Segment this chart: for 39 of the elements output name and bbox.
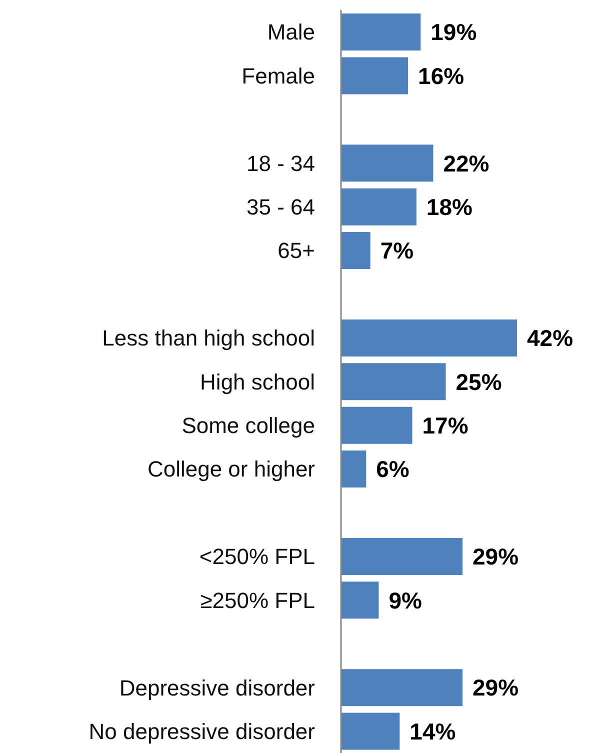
data-label: 6% — [376, 456, 410, 482]
y-tick-label: No depressive disorder — [88, 718, 315, 744]
bar — [341, 363, 446, 400]
data-label: 14% — [410, 718, 456, 744]
bar — [341, 57, 408, 94]
y-tick-label: Depressive disorder — [119, 675, 315, 700]
bar — [341, 232, 370, 270]
data-label: 9% — [388, 587, 422, 614]
y-tick-label: Some college — [182, 413, 315, 438]
y-tick-label: <250% FPL — [199, 544, 315, 570]
bar — [341, 712, 400, 750]
y-tick-label: College or higher — [147, 456, 315, 482]
data-label: 22% — [443, 150, 490, 176]
y-tick-label: High school — [200, 369, 315, 394]
data-label: 18% — [426, 194, 472, 220]
bar — [341, 144, 434, 182]
data-label: 42% — [527, 325, 574, 352]
data-label: 16% — [418, 62, 464, 89]
bar — [341, 538, 463, 575]
y-tick-label: 35 - 64 — [246, 194, 315, 220]
data-label: 25% — [456, 368, 502, 395]
bar — [341, 406, 412, 444]
data-label: 29% — [472, 544, 519, 570]
y-tick-label: ≥250% FPL — [200, 588, 315, 613]
y-tick-label: Female — [242, 63, 315, 88]
data-label: 7% — [380, 238, 414, 264]
y-tick-label: 65+ — [278, 238, 315, 264]
y-tick-label: Less than high school — [102, 326, 315, 351]
data-label: 19% — [430, 19, 477, 46]
bar — [341, 188, 416, 226]
bar — [341, 669, 463, 706]
data-label: 29% — [472, 674, 519, 701]
bar — [341, 319, 517, 356]
y-tick-label: 18 - 34 — [246, 150, 315, 176]
bar — [341, 582, 379, 619]
bar — [341, 13, 421, 50]
y-tick-label: Male — [267, 20, 315, 45]
bar — [341, 450, 366, 488]
data-label: 17% — [422, 412, 468, 439]
